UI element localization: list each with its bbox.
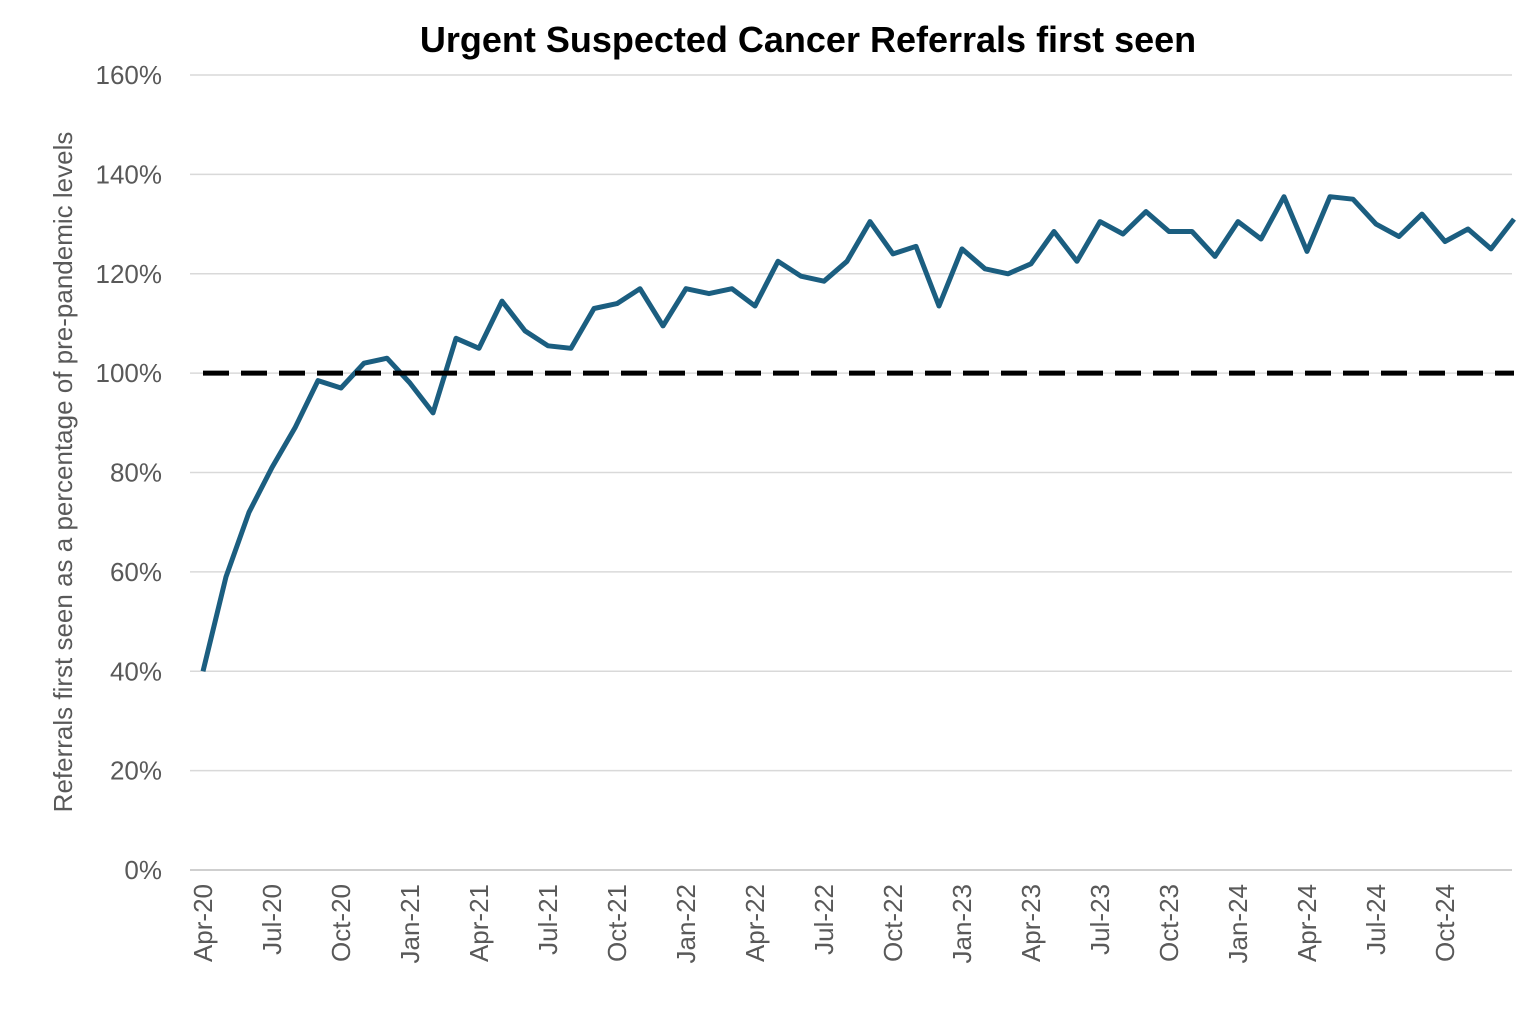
series-group (200, 194, 1516, 672)
series-line (200, 194, 1516, 672)
x-tick-label: Jan-21 (395, 884, 425, 964)
y-tick-label: 60% (110, 557, 162, 587)
x-tick-label: Oct-24 (1430, 884, 1460, 962)
x-tick-label: Oct-20 (326, 884, 356, 962)
x-tick-label: Apr-20 (188, 884, 218, 962)
x-tick-label: Apr-24 (1292, 884, 1322, 962)
gridlines (190, 74, 1512, 772)
y-tick-label: 20% (110, 756, 162, 786)
y-tick-label: 80% (110, 458, 162, 488)
x-tick-label: Apr-22 (740, 884, 770, 962)
chart-title: Urgent Suspected Cancer Referrals first … (420, 19, 1196, 60)
x-tick-label: Oct-21 (602, 884, 632, 962)
x-tick-label: Oct-22 (878, 884, 908, 962)
x-axis-ticks: Apr-20 Jul-20 Oct-20 Jan-21 Apr-21 Jul-21 Oct-… (188, 884, 1460, 964)
x-tick-label: Jan-22 (671, 884, 701, 964)
y-tick-label: 140% (96, 159, 163, 189)
x-tick-label: Apr-21 (464, 884, 494, 962)
y-tick-label: 160% (96, 60, 163, 90)
x-tick-label: Oct-23 (1154, 884, 1184, 962)
y-tick-label: 100% (96, 358, 163, 388)
y-axis-label: Referrals first seen as a percentage of … (48, 132, 78, 813)
x-tick-label: Jul-22 (809, 884, 839, 955)
y-tick-label: 40% (110, 656, 162, 686)
x-tick-label: Jan-24 (1223, 884, 1253, 964)
y-tick-label: 120% (96, 259, 163, 289)
x-tick-label: Jul-20 (257, 884, 287, 955)
x-tick-label: Jan-23 (947, 884, 977, 964)
y-axis-ticks: 0% 20% 40% 60% 80% 100% 120% 140% 160% (96, 60, 163, 885)
x-tick-label: Jul-21 (533, 884, 563, 955)
y-tick-label: 0% (124, 855, 162, 885)
x-tick-label: Apr-23 (1016, 884, 1046, 962)
x-tick-label: Jul-23 (1085, 884, 1115, 955)
x-tick-label: Jul-24 (1361, 884, 1391, 955)
